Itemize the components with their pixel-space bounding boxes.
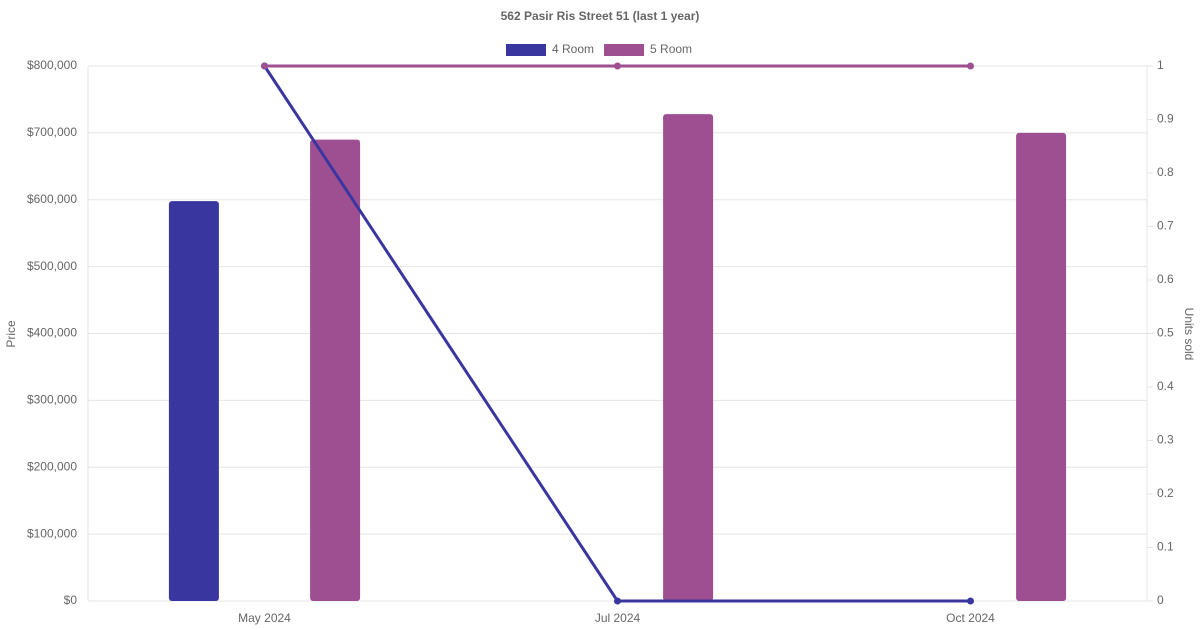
- bar: [310, 139, 361, 601]
- y2-axis-title: Units sold: [1182, 308, 1196, 361]
- y-tick-label: $0: [64, 593, 78, 607]
- y-tick-label: $500,000: [27, 259, 77, 273]
- legend-swatch: [506, 44, 546, 56]
- point: [967, 62, 974, 70]
- y-tick-label: $700,000: [27, 125, 77, 139]
- legend-label: 4 Room: [552, 42, 594, 56]
- y-tick-label: $100,000: [27, 526, 77, 540]
- y-tick-label: $300,000: [27, 393, 77, 407]
- y2-tick-label: 0.4: [1157, 379, 1174, 393]
- bar: [1016, 132, 1067, 601]
- legend-swatch: [604, 44, 645, 56]
- y2-tick-label: 0.1: [1157, 540, 1174, 554]
- y2-tick-label: 1: [1157, 58, 1164, 72]
- legend-label: 5 Room: [650, 42, 692, 56]
- y2-tick-label: 0.6: [1157, 272, 1174, 286]
- y2-tick-label: 0.9: [1157, 112, 1174, 126]
- y-tick-label: $600,000: [27, 192, 77, 206]
- point: [261, 62, 268, 70]
- y-tick-label: $200,000: [27, 459, 77, 473]
- point: [614, 62, 621, 70]
- y2-tick-label: 0.7: [1157, 219, 1174, 233]
- y-tick-label: $400,000: [27, 326, 77, 340]
- chart-title: 562 Pasir Ris Street 51 (last 1 year): [501, 9, 700, 23]
- y2-tick-label: 0.2: [1157, 486, 1174, 500]
- y2-tick-label: 0.3: [1157, 433, 1174, 447]
- y-axis-title: Price: [4, 320, 18, 348]
- bar: [168, 201, 219, 601]
- point: [967, 597, 974, 605]
- y2-tick-label: 0.8: [1157, 165, 1174, 179]
- x-tick-label: Jul 2024: [595, 611, 641, 625]
- y2-tick-label: 0: [1157, 593, 1164, 607]
- y-tick-label: $800,000: [27, 58, 77, 72]
- x-tick-label: Oct 2024: [946, 611, 995, 625]
- point: [614, 597, 621, 605]
- y2-tick-label: 0.5: [1157, 326, 1174, 340]
- x-tick-label: May 2024: [238, 611, 291, 625]
- bar: [663, 114, 714, 602]
